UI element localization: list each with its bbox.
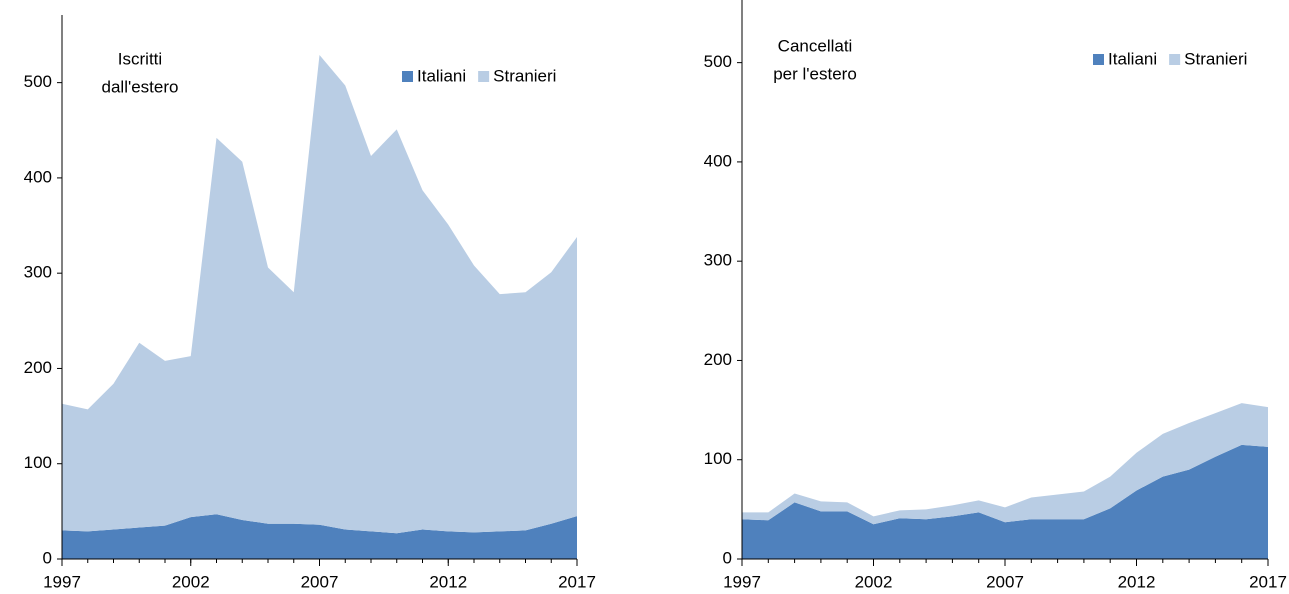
legend-swatch (1169, 54, 1181, 65)
y-tick-label: 300 (704, 251, 732, 270)
chart-title: Cancellati (778, 36, 853, 55)
x-tick-label: 2007 (301, 572, 339, 591)
area (62, 55, 577, 534)
x-tick-label: 2017 (558, 572, 596, 591)
x-tick-label: 2017 (1249, 572, 1287, 591)
x-tick-label: 2007 (986, 572, 1024, 591)
legend-swatch (1093, 54, 1104, 65)
chart-title: dall'estero (102, 77, 179, 96)
x-tick-label: 2002 (172, 572, 210, 591)
legend-label: Stranieri (493, 66, 556, 85)
legend-swatch (402, 71, 413, 82)
y-tick-label: 500 (704, 52, 732, 71)
y-tick-label: 400 (24, 167, 52, 186)
chart-title: per l'estero (773, 64, 857, 83)
y-tick-label: 100 (24, 453, 52, 472)
area (62, 514, 577, 559)
y-tick-label: 400 (704, 151, 732, 170)
x-tick-label: 1997 (723, 572, 761, 591)
y-tick-label: 500 (24, 72, 52, 91)
x-tick-label: 2012 (429, 572, 467, 591)
x-tick-label: 1997 (43, 572, 81, 591)
legend-swatch (478, 71, 490, 82)
y-tick-label: 300 (24, 263, 52, 282)
y-tick-label: 200 (24, 358, 52, 377)
chart-title: Iscritti (118, 49, 162, 68)
legend-label: Italiani (417, 66, 466, 85)
area (742, 444, 1268, 559)
y-tick-label: 0 (43, 548, 52, 567)
legend-label: Stranieri (1184, 49, 1247, 68)
y-tick-label: 200 (704, 350, 732, 369)
legend-label: Italiani (1108, 49, 1157, 68)
x-tick-label: 2012 (1118, 572, 1156, 591)
y-tick-label: 100 (704, 449, 732, 468)
x-tick-label: 2002 (855, 572, 893, 591)
area (742, 403, 1268, 525)
y-tick-label: 0 (723, 548, 732, 567)
